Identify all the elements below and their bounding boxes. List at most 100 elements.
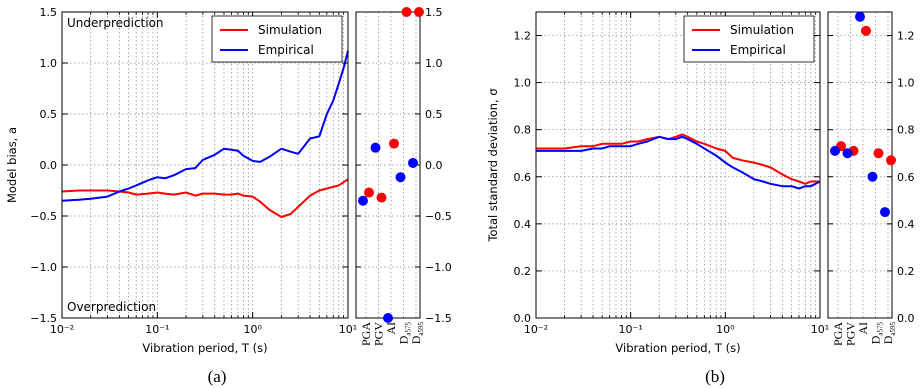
x-axis-label: Vibration period, T (s) xyxy=(615,341,740,355)
y-tick-label: 0.0 xyxy=(514,312,532,325)
side-y-tick-label: 0.4 xyxy=(897,218,915,231)
category-label-sub: a595 xyxy=(417,322,425,336)
side-y-tick-label: 0.5 xyxy=(425,108,443,121)
chart-panel-a: 10⁻² 10⁻¹ 10⁰ 10¹ −1.5 −1.0 −0.5 0.0 0.5 1.0 1.5 Vi… xyxy=(5,6,452,386)
x-tick-label: 10⁰ xyxy=(716,323,735,336)
point-simulation-d5-95 xyxy=(414,7,424,17)
annotation-underprediction: Underprediction xyxy=(67,16,164,30)
x-axis-label: Vibration period, T (s) xyxy=(142,341,267,355)
x-tick-label: 10¹ xyxy=(811,323,829,336)
point-empirical-d5-95 xyxy=(880,207,890,218)
side-y-tick-label: 0.6 xyxy=(897,171,915,184)
category-label-main: AI xyxy=(384,322,398,335)
side-y-tick-label: −1.0 xyxy=(425,261,452,274)
legend: Simulation Empirical xyxy=(211,15,343,63)
y-tick-label: 1.0 xyxy=(514,77,532,90)
series-line-empirical xyxy=(536,135,821,190)
legend-label-empirical: Empirical xyxy=(258,43,314,57)
x-tick-label: 10⁻² xyxy=(50,323,74,336)
category-label-main: PGA xyxy=(831,322,845,346)
series-line-empirical xyxy=(61,50,349,202)
side-y-tick-label: 1.0 xyxy=(897,77,915,90)
category-label-d5-95: Da595 xyxy=(881,322,897,345)
point-simulation-ai xyxy=(861,25,871,36)
annotation-overprediction: Overprediction xyxy=(67,300,156,314)
category-label-d5-75: Da575 xyxy=(869,322,885,345)
category-label-main: D xyxy=(869,335,883,344)
legend: Simulation Empirical xyxy=(683,15,815,63)
legend-box xyxy=(683,15,815,63)
y-axis-label: Model bias, a xyxy=(5,127,19,203)
side-y-tick-label: −0.5 xyxy=(425,210,452,223)
category-label-main: D xyxy=(881,335,895,344)
side-y-tick-label: 1.5 xyxy=(425,6,443,19)
category-label-pga: PGA xyxy=(831,322,845,346)
legend-box xyxy=(211,15,343,63)
point-simulation-pga xyxy=(364,187,374,198)
point-empirical-pga xyxy=(358,195,368,206)
point-empirical-pgv xyxy=(842,148,853,159)
side-y-tick-label: 0.2 xyxy=(897,265,915,278)
category-label-sub: a595 xyxy=(889,322,897,336)
category-label-main: PGV xyxy=(372,322,386,346)
category-label-main: D xyxy=(397,335,411,344)
point-empirical-d5-75 xyxy=(867,171,878,182)
point-empirical-d5-95 xyxy=(408,157,418,168)
y-tick-label: −0.5 xyxy=(30,210,57,223)
y-tick-label: 0.2 xyxy=(514,265,532,278)
side-y-tick-label: 1.2 xyxy=(897,30,915,43)
x-tick-label: 10¹ xyxy=(339,323,357,336)
category-label-pga: PGA xyxy=(359,322,373,346)
y-tick-label: 1.5 xyxy=(40,6,58,19)
category-label-sub: a575 xyxy=(877,322,885,336)
category-label-d5-95: Da595 xyxy=(409,322,425,345)
y-tick-label: −1.5 xyxy=(30,312,57,325)
y-tick-label: 0.5 xyxy=(40,108,58,121)
point-empirical-d5-75 xyxy=(395,172,406,183)
side-y-tick-label: 0.0 xyxy=(897,312,915,325)
category-label-main: AI xyxy=(856,322,870,335)
point-empirical-ai xyxy=(383,313,393,323)
side-y-tick-label: 0.0 xyxy=(425,159,443,172)
category-label-main: PGA xyxy=(359,322,373,346)
side-panel: −1.5 −1.0 −0.5 0.0 0.5 1.0 1.5 PGAPGVAIDa575Da5… xyxy=(355,6,452,346)
y-tick-label: −1.0 xyxy=(30,261,57,274)
plot-frame xyxy=(535,11,821,319)
category-label-pgv: PGV xyxy=(372,322,386,346)
point-simulation-d5-75 xyxy=(873,148,884,159)
legend-label-simulation: Simulation xyxy=(730,23,794,37)
category-label-pgv: PGV xyxy=(844,322,858,346)
side-panel-frame xyxy=(827,11,893,319)
point-simulation-pgv xyxy=(376,192,387,203)
x-tick-label: 10⁰ xyxy=(243,323,262,336)
legend-label-simulation: Simulation xyxy=(258,23,322,37)
panel-label: (a) xyxy=(208,367,227,386)
y-tick-label: 0.4 xyxy=(514,218,532,231)
series-line-simulation xyxy=(536,133,820,185)
category-label-ai: AI xyxy=(384,322,398,335)
category-label-main: PGV xyxy=(844,322,858,346)
category-label-d5-75: Da575 xyxy=(397,322,413,345)
y-tick-label: 0.6 xyxy=(514,171,532,184)
y-tick-label: 1.2 xyxy=(514,30,532,43)
side-y-tick-label: −1.5 xyxy=(425,312,452,325)
category-label-ai: AI xyxy=(856,322,870,335)
y-tick-label: 1.0 xyxy=(40,57,58,70)
y-tick-label: 0.0 xyxy=(40,159,58,172)
side-y-tick-label: 1.0 xyxy=(425,57,443,70)
x-tick-label: 10⁻² xyxy=(524,323,548,336)
point-empirical-pga xyxy=(830,145,840,156)
category-label-main: D xyxy=(409,335,423,344)
panel-label: (b) xyxy=(705,367,725,386)
y-tick-label: 0.8 xyxy=(514,124,532,137)
point-simulation-ai xyxy=(389,138,399,149)
point-simulation-d5-95 xyxy=(886,155,896,166)
legend-label-empirical: Empirical xyxy=(730,43,786,57)
point-simulation-d5-75 xyxy=(401,7,412,17)
point-empirical-ai xyxy=(855,11,865,22)
point-empirical-pgv xyxy=(370,142,381,153)
series-line-simulation xyxy=(61,178,349,218)
chart-panel-b: 10⁻² 10⁻¹ 10⁰ 10¹ 0.0 0.2 0.4 0.6 0.8 1.0 1.2 Vibra… xyxy=(486,11,915,386)
